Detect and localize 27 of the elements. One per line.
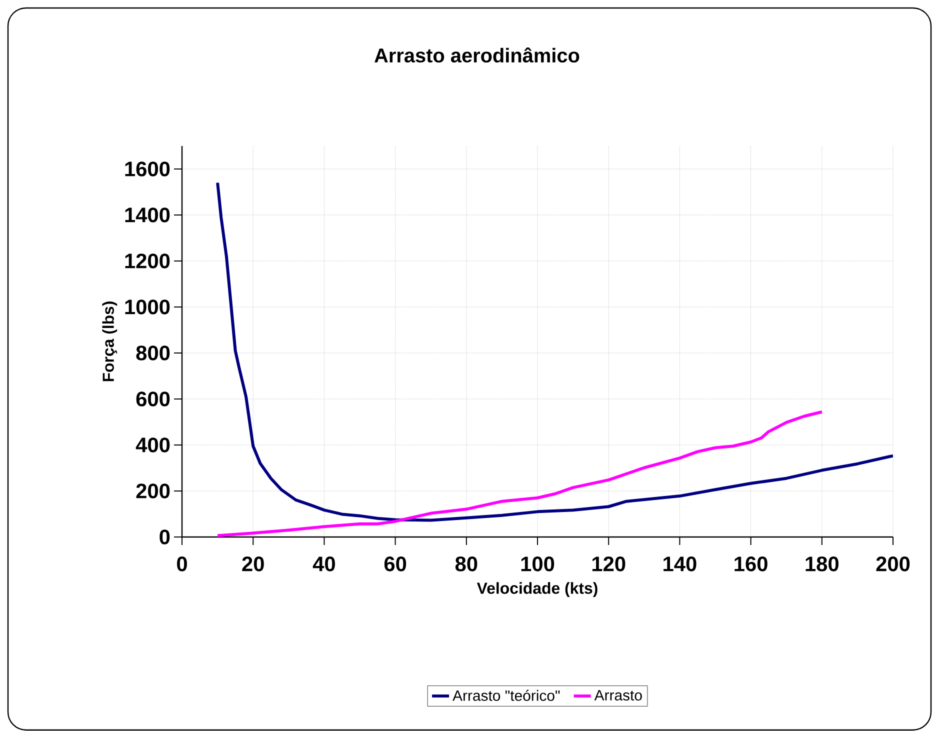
y-tick-label: 400 — [136, 438, 170, 452]
x-tick-label: 120 — [592, 556, 626, 572]
y-tick-label: 1600 — [125, 162, 170, 176]
line-series — [216, 410, 824, 537]
y-tick-label: 800 — [136, 346, 170, 360]
x-tick-label: 140 — [664, 556, 696, 572]
y-tick-label: 1200 — [125, 254, 170, 268]
x-tick-label: 180 — [806, 556, 839, 572]
x-tick-label: 0 — [177, 556, 187, 572]
y-tick-label: 600 — [136, 392, 170, 406]
chart-title: Arrasto aerodinâmico — [374, 47, 580, 63]
x-tick-label: 100 — [521, 556, 554, 572]
legend-label: Arrasto — [594, 690, 642, 701]
y-tick-label: 200 — [136, 484, 170, 498]
y-tick-label: 1400 — [125, 208, 170, 222]
x-tick-label: 80 — [455, 556, 478, 572]
line-series — [216, 181, 894, 522]
x-tick-label: 20 — [242, 556, 264, 572]
x-tick-label: 40 — [312, 556, 335, 572]
legend-label: Arrasto "teórico" — [452, 690, 560, 701]
y-tick-label: 1000 — [125, 300, 170, 314]
x-tick-label: 200 — [876, 556, 910, 572]
x-tick-label: 160 — [734, 556, 768, 572]
y-tick-label: 0 — [160, 530, 170, 544]
x-axis-title: Velocidade (kts) — [476, 582, 598, 598]
x-tick-label: 60 — [384, 556, 406, 572]
y-axis-title: Força (lbs) — [102, 302, 118, 382]
